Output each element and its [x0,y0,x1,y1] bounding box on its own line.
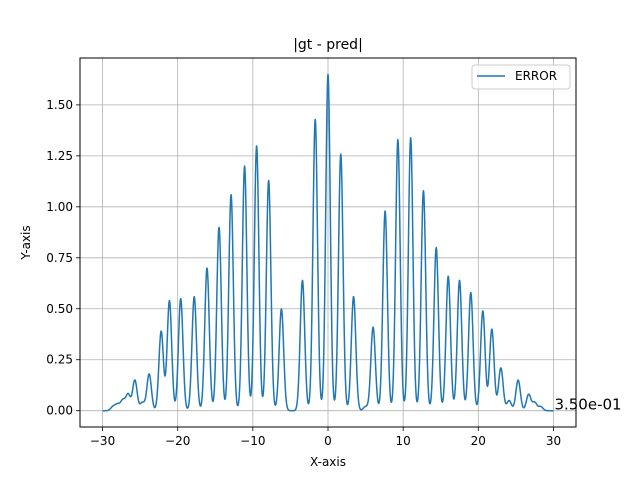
grid-layer [80,58,576,427]
x-tick-label: 30 [546,434,561,448]
value-annotation: 3.50e-01 [554,396,621,414]
y-tick-label: 0.25 [46,353,73,367]
y-tick-label: 0.00 [46,404,73,418]
legend: ERROR [471,64,571,90]
series-line-error [102,73,554,412]
x-tick-label: 20 [471,434,486,448]
x-tick-label: −10 [240,434,265,448]
x-tick-label: −30 [90,434,115,448]
series-layer [102,73,554,412]
y-axis-title: Y-axis [19,225,33,260]
x-tick-label: −20 [165,434,190,448]
chart-title: |gt - pred| [293,37,363,53]
tick-layer: −30 −20 −10 0 10 20 30 0.00 0.25 0.50 0.75 1.00 1.25… [46,98,561,448]
legend-label-error: ERROR [515,69,557,83]
y-tick-label: 1.50 [46,98,73,112]
x-tick-label: 0 [324,434,332,448]
y-tick-label: 0.75 [46,251,73,265]
y-tick-label: 1.25 [46,149,73,163]
y-tick-label: 1.00 [46,200,73,214]
legend-box [471,64,571,90]
x-tick-label: 10 [396,434,411,448]
x-axis-title: X-axis [310,455,346,469]
y-tick-label: 0.50 [46,302,73,316]
